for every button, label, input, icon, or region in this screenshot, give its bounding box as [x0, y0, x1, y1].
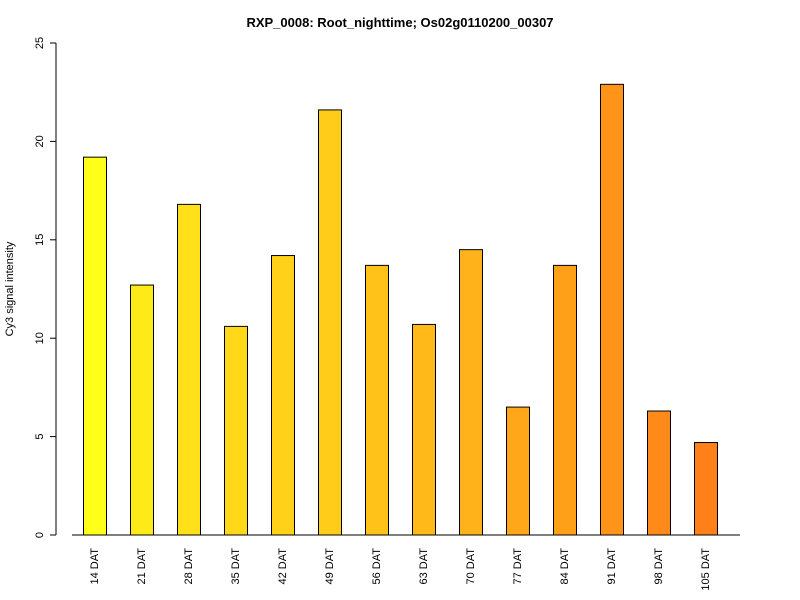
x-tick-label: 21 DAT [136, 548, 148, 585]
y-tick-label: 10 [34, 332, 46, 344]
bar [459, 249, 483, 536]
x-tick-label: 28 DAT [183, 548, 195, 585]
x-tick-label: 63 DAT [418, 548, 430, 585]
bars [83, 83, 718, 536]
bar [647, 410, 671, 536]
x-tick-label: 105 DAT [700, 548, 712, 591]
bar [365, 264, 389, 536]
y-tick-label: 0 [34, 532, 46, 538]
y-tick-label: 15 [34, 234, 46, 246]
bar [694, 442, 718, 536]
y-tick-label: 25 [34, 37, 46, 49]
bar [412, 323, 436, 536]
x-tick-label: 42 DAT [277, 548, 289, 585]
bar [271, 255, 295, 536]
bar [553, 264, 577, 536]
bar [600, 83, 624, 536]
x-tick-labels: 14 DAT 21 DAT 28 DAT 35 DAT 42 DAT 49 DAT 56 D… [89, 548, 712, 591]
x-tick-label: 98 DAT [653, 548, 665, 585]
bar [177, 203, 201, 536]
x-tick-label: 84 DAT [559, 548, 571, 585]
bar [130, 284, 154, 536]
y-axis: 0 5 10 15 20 25 [34, 37, 57, 538]
bar [83, 156, 107, 536]
x-tick-label: 49 DAT [324, 548, 336, 585]
x-tick-label: 56 DAT [371, 548, 383, 585]
x-tick-label: 14 DAT [89, 548, 101, 585]
x-tick-label: 70 DAT [465, 548, 477, 585]
x-tick-label: 77 DAT [512, 548, 524, 585]
y-tick-label: 5 [34, 434, 46, 440]
x-tick-label: 35 DAT [230, 548, 242, 585]
bar [318, 109, 342, 536]
y-tick-label: 20 [34, 135, 46, 147]
x-tick-label: 91 DAT [606, 548, 618, 585]
chart-title: RXP_0008: Root_nighttime; Os02g0110200_0… [246, 15, 553, 30]
y-axis-label: Cy3 signal intensity [4, 241, 16, 336]
bar [506, 406, 530, 536]
bar [224, 325, 248, 536]
